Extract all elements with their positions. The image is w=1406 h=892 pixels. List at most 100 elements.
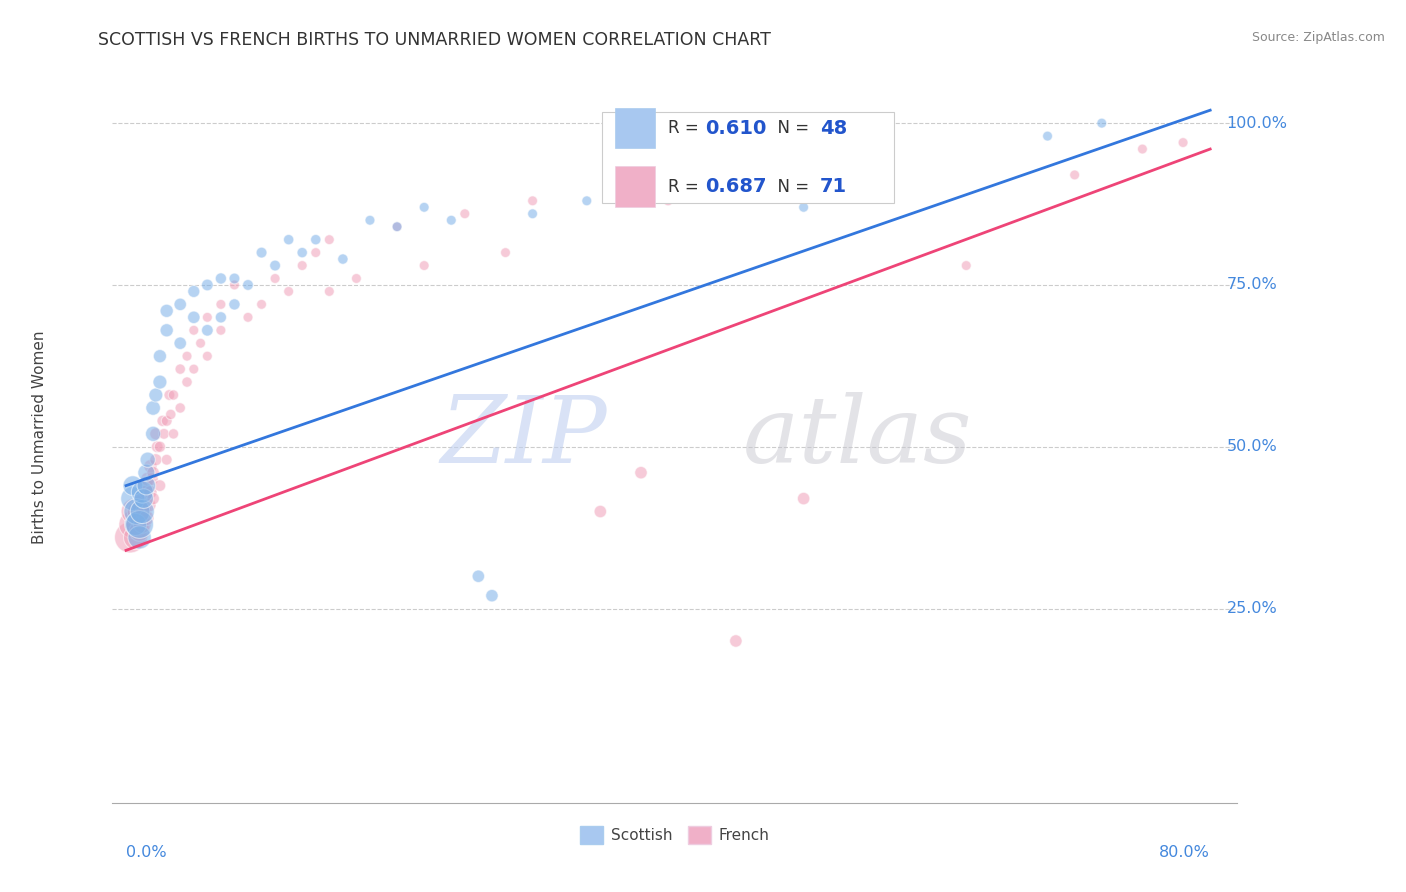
Point <box>291 259 314 273</box>
Point <box>305 245 328 260</box>
Point <box>176 349 198 363</box>
Point <box>724 634 747 648</box>
Point <box>169 362 191 376</box>
Point <box>236 277 259 292</box>
Text: atlas: atlas <box>742 392 972 482</box>
Point <box>305 233 328 247</box>
Point <box>224 297 246 311</box>
Text: Births to Unmarried Women: Births to Unmarried Women <box>32 330 46 544</box>
Point <box>1091 116 1114 130</box>
Point <box>139 485 162 500</box>
Text: 0.687: 0.687 <box>706 177 766 196</box>
Point <box>955 259 977 273</box>
Point <box>124 517 146 532</box>
Text: 100.0%: 100.0% <box>1226 116 1288 130</box>
Point <box>1132 142 1154 156</box>
Point <box>129 498 152 512</box>
Point <box>291 245 314 260</box>
Point <box>139 459 162 474</box>
FancyBboxPatch shape <box>616 108 655 148</box>
Point <box>169 401 191 415</box>
Point <box>135 485 157 500</box>
Point <box>413 259 436 273</box>
Point <box>131 491 153 506</box>
Point <box>169 336 191 351</box>
Point <box>135 511 157 525</box>
Point <box>385 219 408 234</box>
Point <box>277 285 299 299</box>
Point <box>183 362 205 376</box>
FancyBboxPatch shape <box>602 112 894 203</box>
Point <box>124 530 146 544</box>
Point <box>149 440 172 454</box>
Point <box>344 271 367 285</box>
Point <box>128 524 150 538</box>
Point <box>209 297 232 311</box>
Point <box>169 297 191 311</box>
Text: N =: N = <box>768 119 814 137</box>
Point <box>152 414 174 428</box>
Point <box>131 485 153 500</box>
Legend: Scottish, French: Scottish, French <box>575 820 775 850</box>
Point <box>141 472 163 486</box>
Point <box>195 310 218 325</box>
Point <box>1036 129 1059 144</box>
Text: 80.0%: 80.0% <box>1160 845 1211 860</box>
Text: Source: ZipAtlas.com: Source: ZipAtlas.com <box>1251 31 1385 45</box>
Text: 75.0%: 75.0% <box>1226 277 1277 293</box>
Point <box>121 517 143 532</box>
Point <box>128 530 150 544</box>
Point <box>156 452 179 467</box>
Text: R =: R = <box>668 178 704 195</box>
Point <box>149 349 172 363</box>
Point <box>250 297 273 311</box>
Point <box>125 517 148 532</box>
Point <box>157 388 180 402</box>
Point <box>121 478 143 492</box>
Point <box>145 388 167 402</box>
Point <box>195 323 218 337</box>
Point <box>413 200 436 214</box>
Point <box>125 504 148 518</box>
Text: R =: R = <box>668 119 704 137</box>
Point <box>440 213 463 227</box>
Point <box>183 310 205 325</box>
Point <box>153 426 176 441</box>
Point <box>209 310 232 325</box>
Point <box>156 414 179 428</box>
Text: 25.0%: 25.0% <box>1226 601 1277 616</box>
Point <box>120 530 142 544</box>
Text: ZIP: ZIP <box>440 392 607 482</box>
Point <box>575 194 598 208</box>
Point <box>522 207 544 221</box>
Point <box>142 491 165 506</box>
Point <box>142 401 165 415</box>
Point <box>454 207 477 221</box>
Point <box>224 277 246 292</box>
Point <box>134 478 156 492</box>
Point <box>250 245 273 260</box>
Point <box>131 504 153 518</box>
Point <box>183 323 205 337</box>
Point <box>135 466 157 480</box>
Point <box>359 213 381 227</box>
Point <box>236 310 259 325</box>
Point <box>149 478 172 492</box>
Point <box>195 349 218 363</box>
Point <box>481 589 503 603</box>
Point <box>332 252 354 266</box>
Text: 50.0%: 50.0% <box>1226 439 1277 454</box>
Text: 0.610: 0.610 <box>706 119 766 137</box>
Point <box>495 245 517 260</box>
Point <box>176 375 198 389</box>
Point <box>142 426 165 441</box>
Point <box>121 491 143 506</box>
Point <box>860 181 883 195</box>
Text: 71: 71 <box>820 177 846 196</box>
Point <box>630 466 652 480</box>
Point <box>277 233 299 247</box>
Point <box>128 511 150 525</box>
Point <box>589 504 612 518</box>
Point <box>1171 136 1194 150</box>
Point <box>318 233 340 247</box>
